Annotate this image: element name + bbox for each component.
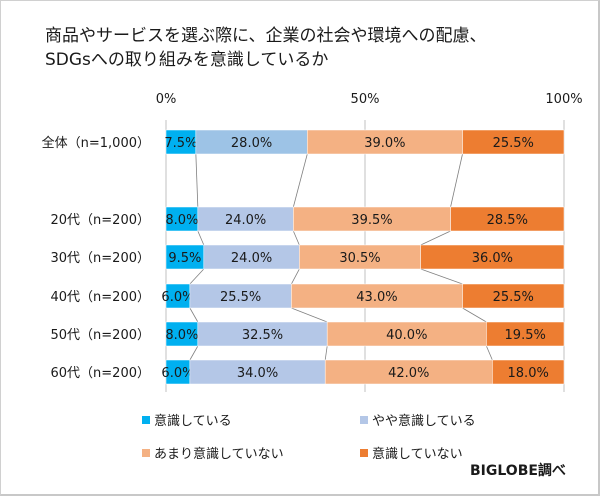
- series-line: [462, 307, 487, 323]
- data-label: 25.5%: [220, 290, 261, 305]
- series-line: [324, 345, 328, 361]
- data-label: 28.0%: [231, 136, 272, 151]
- bar-segment: [462, 129, 565, 155]
- legend-label: やや意識している: [372, 414, 476, 429]
- bar-segment: [299, 244, 421, 270]
- title-line-2: SDGsへの取り組みを意識しているか: [45, 50, 329, 70]
- data-label: 9.5%: [168, 251, 201, 266]
- legend-label: 意識している: [154, 414, 232, 429]
- bar-segment: [189, 283, 292, 309]
- series-line: [486, 345, 493, 361]
- category-label: 全体（n=1,000）: [42, 135, 150, 151]
- category-label: 50代（n=200）: [51, 328, 151, 343]
- legend-swatch: [142, 448, 150, 457]
- series-line: [291, 268, 300, 285]
- bar-segment: [165, 206, 199, 232]
- legend-swatch: [360, 415, 368, 424]
- data-label: 8.0%: [165, 213, 198, 228]
- data-label: 42.0%: [388, 366, 429, 381]
- bar-segment: [326, 321, 487, 347]
- legend-swatch: [360, 448, 368, 457]
- legend-label: あまり意識していない: [154, 447, 284, 462]
- data-label: 6.0%: [161, 366, 194, 381]
- legend-item-aware: 意識している: [142, 410, 232, 429]
- category-label: 30代（n=200）: [51, 251, 151, 266]
- data-label: 24.0%: [231, 251, 272, 266]
- bar-segment: [189, 359, 326, 385]
- category-label: 40代（n=200）: [51, 290, 151, 305]
- title-line-1: 商品やサービスを選ぶ際に、企業の社会や環境への配慮、: [45, 26, 487, 46]
- legend-item-not-aware: 意識していない: [360, 443, 463, 462]
- bar-segment: [165, 129, 197, 155]
- series-line: [292, 153, 308, 208]
- data-label: 19.5%: [505, 328, 546, 343]
- bar-segment: [420, 244, 565, 270]
- chart-title: 商品やサービスを選ぶ際に、企業の社会や環境への配慮、 SDGsへの取り組みを意識…: [45, 24, 585, 72]
- bar-segment: [291, 283, 463, 309]
- series-line: [189, 307, 199, 323]
- bar-segment: [293, 206, 451, 232]
- category-label: 60代（n=200）: [51, 366, 151, 381]
- bar-segment: [462, 283, 565, 309]
- data-label: 18.0%: [508, 366, 549, 381]
- data-label: 25.5%: [493, 290, 534, 305]
- series-line: [420, 268, 463, 285]
- bar-segment: [324, 359, 493, 385]
- data-label: 34.0%: [237, 366, 278, 381]
- series-line: [450, 153, 463, 208]
- series-line: [195, 153, 199, 208]
- bar-segment: [197, 321, 328, 347]
- x-tick-label: 50%: [351, 92, 380, 107]
- bar-segment: [203, 244, 300, 270]
- legend-item-not-very-aware: あまり意識していない: [142, 443, 284, 462]
- category-label: 20代（n=200）: [51, 213, 151, 228]
- series-line: [189, 268, 205, 285]
- source-credit: BIGLOBE調べ: [470, 463, 566, 479]
- data-label: 7.5%: [164, 136, 197, 151]
- bar-segment: [486, 321, 565, 347]
- x-tick-label: 0%: [156, 92, 177, 107]
- data-label: 40.0%: [386, 328, 427, 343]
- bar-segment: [197, 206, 294, 232]
- data-label: 8.0%: [165, 328, 198, 343]
- data-label: 30.5%: [339, 251, 380, 266]
- data-label: 28.5%: [487, 213, 528, 228]
- series-line: [292, 230, 300, 246]
- bar-segment: [165, 244, 205, 270]
- bar-segment: [165, 321, 199, 347]
- legend-item-somewhat-aware: やや意識している: [360, 410, 476, 429]
- data-label: 43.0%: [356, 290, 397, 305]
- data-label: 39.5%: [351, 213, 392, 228]
- series-line: [291, 307, 328, 323]
- data-label: 24.0%: [225, 213, 266, 228]
- bar-segment: [195, 129, 308, 155]
- data-label: 36.0%: [472, 251, 513, 266]
- data-label: 25.5%: [493, 136, 534, 151]
- series-line: [420, 230, 451, 246]
- x-tick-label: 100%: [545, 92, 582, 107]
- bar-segment: [492, 359, 565, 385]
- data-label: 32.5%: [242, 328, 283, 343]
- series-line: [189, 345, 199, 361]
- legend-label: 意識していない: [372, 447, 463, 462]
- legend-swatch: [142, 415, 150, 424]
- data-label: 6.0%: [161, 290, 194, 305]
- series-line: [197, 230, 205, 246]
- data-label: 39.0%: [364, 136, 405, 151]
- bar-segment: [450, 206, 565, 232]
